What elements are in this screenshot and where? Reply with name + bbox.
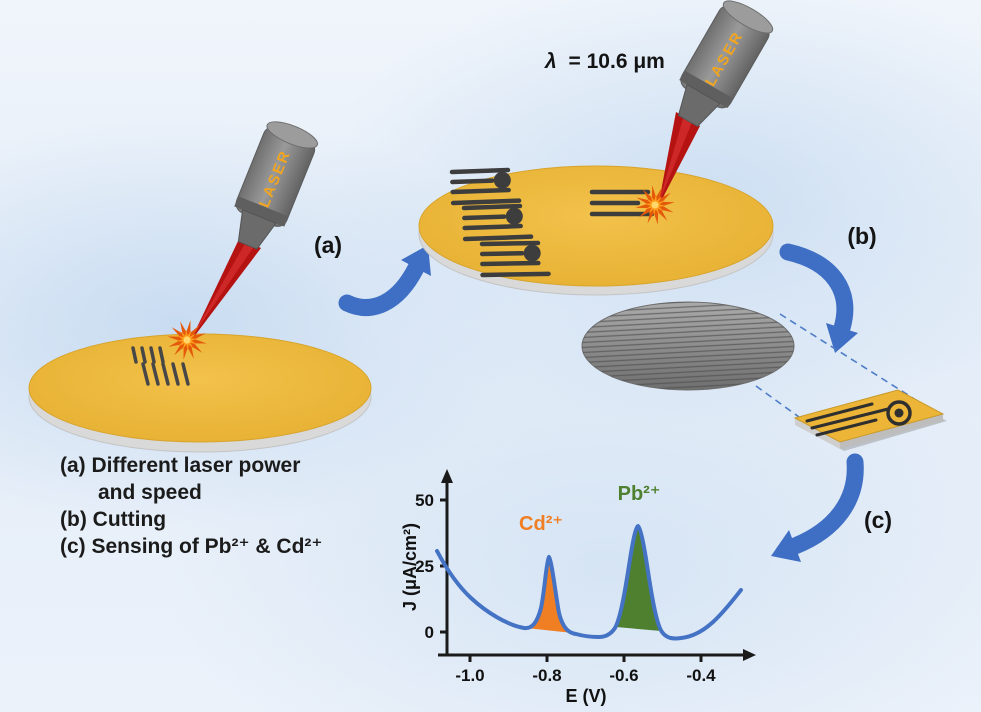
graphene-texture bbox=[582, 302, 794, 390]
laser-device-left: LASER bbox=[234, 121, 318, 250]
laser-nozzle-top bbox=[677, 83, 721, 128]
legend-line-b: (b) Cutting bbox=[60, 508, 166, 531]
arrow-a bbox=[338, 245, 431, 316]
chip-trace bbox=[815, 418, 878, 437]
step-a-label: (a) bbox=[314, 232, 342, 258]
y-axis-label: J (μA/cm²) bbox=[400, 523, 420, 611]
scribe-line bbox=[161, 362, 170, 386]
arrow-c-shaft bbox=[786, 453, 864, 555]
electrode-pattern-partial bbox=[589, 189, 655, 217]
scribe-line bbox=[171, 362, 180, 386]
voltammogram-chart: 50 25 0 -1.0 -0.8 -0.6 -0.4 J (μA/cm²) E… bbox=[400, 469, 756, 706]
laser-beam-left-core bbox=[190, 240, 255, 340]
laser-beam-left bbox=[190, 237, 261, 342]
graphene-ellipse bbox=[581, 301, 795, 391]
scribe-line bbox=[140, 346, 147, 364]
scribe-line bbox=[181, 362, 190, 386]
chip-trace bbox=[810, 407, 890, 430]
step-b-label: (b) bbox=[847, 223, 876, 249]
zoom-line-top bbox=[779, 313, 917, 401]
legend-line-a: (a) Different laser power bbox=[60, 454, 300, 477]
y-tick-label-50: 50 bbox=[415, 491, 434, 510]
y-tick-labels: 50 25 0 bbox=[415, 491, 434, 642]
wavelength-symbol: λ bbox=[544, 50, 557, 73]
wavelength-value: = 10.6 μm bbox=[569, 50, 665, 73]
laser-cap-left bbox=[266, 121, 318, 149]
chip-trace bbox=[805, 402, 874, 423]
cd-peak-label: Cd²⁺ bbox=[519, 513, 563, 535]
arrow-b-shaft bbox=[779, 243, 854, 337]
arrow-c bbox=[771, 453, 864, 562]
x-tick-label-1: -1.0 bbox=[455, 666, 484, 685]
arrow-c-head bbox=[771, 530, 801, 562]
scribe-line bbox=[158, 346, 165, 364]
substrate-disc-left bbox=[28, 333, 372, 453]
laser-beam-top-core bbox=[658, 115, 693, 205]
scribe-line bbox=[149, 346, 156, 364]
x-axis-arrow-icon bbox=[743, 649, 756, 661]
step-c-label: (c) bbox=[864, 507, 892, 533]
voltammogram-curve bbox=[435, 524, 743, 641]
arrow-a-shaft bbox=[338, 259, 425, 316]
arrow-a-head bbox=[401, 245, 431, 276]
scribe-line bbox=[141, 362, 150, 386]
wavelength-label: λ = 10.6 μm bbox=[544, 50, 665, 73]
disc-left-top bbox=[28, 333, 372, 443]
y-tick-label-0: 0 bbox=[425, 623, 434, 642]
laser-scribed-marks-left bbox=[131, 346, 190, 386]
figure-legend: (a) Different laser power and speed (b) … bbox=[60, 454, 323, 558]
pb-peak-label: Pb²⁺ bbox=[618, 483, 661, 505]
arrow-b-head bbox=[826, 323, 858, 353]
legend-line-c: (c) Sensing of Pb²⁺ & Cd²⁺ bbox=[60, 535, 323, 558]
pb-peak-fill bbox=[616, 526, 661, 631]
y-axis-arrow-icon bbox=[441, 469, 453, 483]
laser-nozzle-left bbox=[237, 209, 277, 250]
laser-band-left bbox=[234, 196, 289, 227]
scribe-line bbox=[131, 346, 138, 364]
laser-band-top bbox=[679, 70, 734, 109]
laser-beam-top bbox=[658, 112, 700, 207]
laser-device-top: LASER bbox=[677, 0, 774, 128]
chip-electrode-pad bbox=[894, 408, 904, 418]
y-tick-label-25: 25 bbox=[415, 557, 434, 576]
chip-working-electrode bbox=[886, 400, 912, 426]
legend-line-a2: and speed bbox=[98, 481, 202, 504]
x-tick-labels: -1.0 -0.8 -0.6 -0.4 bbox=[455, 666, 716, 685]
substrate-disc-center bbox=[418, 165, 774, 296]
x-tick-label-4: -0.4 bbox=[686, 666, 716, 685]
laser-cap-top bbox=[722, 0, 774, 34]
x-tick-label-2: -0.8 bbox=[532, 666, 561, 685]
chip-electrode-traces bbox=[805, 402, 890, 437]
scribe-line bbox=[151, 362, 160, 386]
cd-peak-fill bbox=[526, 557, 573, 633]
x-ticks bbox=[468, 655, 703, 662]
x-tick-label-3: -0.6 bbox=[609, 666, 638, 685]
sensor-chip bbox=[793, 389, 947, 451]
arrow-b bbox=[779, 243, 858, 353]
disc-center-top bbox=[418, 165, 774, 287]
chip-side-right bbox=[840, 414, 943, 449]
x-axis-label: E (V) bbox=[565, 686, 606, 706]
